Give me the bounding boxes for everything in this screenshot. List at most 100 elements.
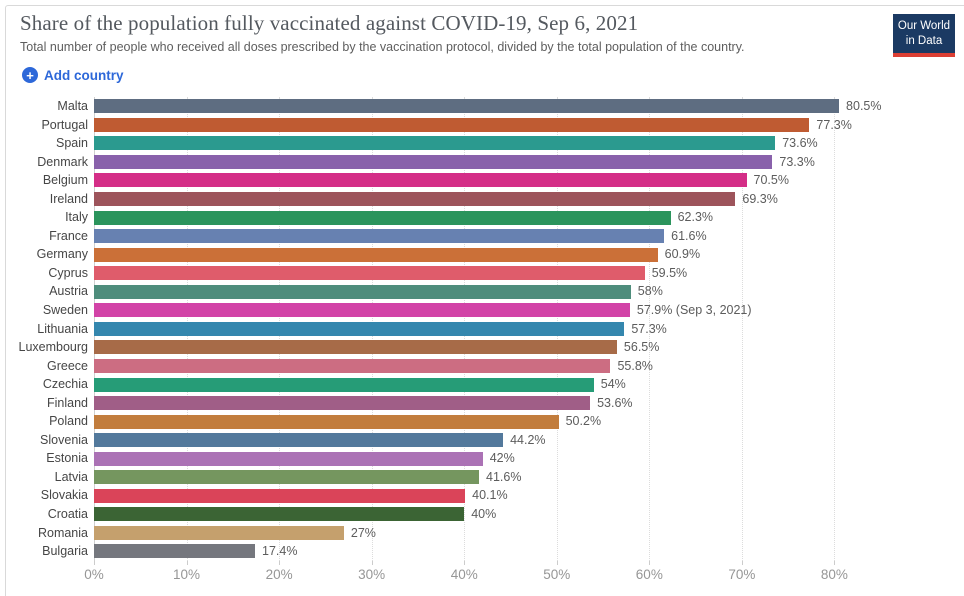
country-label[interactable]: Austria [49, 284, 88, 299]
gridline [834, 97, 836, 561]
bar-italy[interactable] [94, 210, 671, 225]
country-label[interactable]: Estonia [46, 451, 88, 466]
chart-row: Italy 62.3% [0, 208, 964, 227]
value-label: 42% [489, 451, 515, 466]
axis-tick-label: 60% [635, 567, 663, 582]
axis-tick-label: 80% [820, 567, 848, 582]
bar-estonia[interactable] [94, 451, 483, 466]
bar-denmark[interactable] [94, 154, 773, 169]
bar-slovenia[interactable] [94, 433, 504, 448]
axis-tick-label: 40% [450, 567, 478, 582]
add-country-label: Add country [44, 67, 124, 83]
chart-row: Slovenia 44.2% [0, 431, 964, 450]
chart-row: Portugal 77.3% [0, 116, 964, 135]
chart-row: Bulgaria 17.4% [0, 542, 964, 561]
country-label[interactable]: Malta [57, 99, 88, 113]
country-label[interactable]: Poland [49, 414, 88, 429]
country-label[interactable]: Romania [37, 525, 88, 540]
bar-sweden[interactable] [94, 303, 630, 318]
country-label[interactable]: Bulgaria [42, 544, 88, 559]
bar-cyprus[interactable] [94, 266, 645, 281]
value-label: 57.9% (Sep 3, 2021) [636, 303, 752, 318]
bar-finland[interactable] [94, 396, 591, 411]
axis-tick [649, 561, 651, 565]
bar-belgium[interactable] [94, 173, 747, 188]
bar-romania[interactable] [94, 525, 344, 540]
bar-luxembourg[interactable] [94, 340, 617, 355]
gridline [649, 97, 651, 561]
chart-row: Greece 55.8% [0, 357, 964, 376]
bar-malta[interactable] [94, 99, 840, 114]
country-label[interactable]: Portugal [41, 117, 88, 132]
chart-row: Latvia 41.6% [0, 468, 964, 487]
value-label: 53.6% [597, 395, 633, 410]
country-label[interactable]: Slovakia [40, 488, 88, 503]
owid-logo-line2: in Data [905, 34, 943, 47]
add-country-button[interactable]: + Add country [18, 65, 128, 85]
country-label[interactable]: Denmark [37, 154, 88, 169]
value-label: 73.6% [782, 136, 818, 151]
value-label: 54% [600, 377, 626, 392]
value-label: 60.9% [664, 247, 701, 262]
x-axis: 0% 10% 20% 30% 40% 50% 60% 70% 80% [0, 561, 964, 591]
chart-row: Luxembourg 56.5% [0, 338, 964, 357]
country-label[interactable]: Slovenia [40, 432, 88, 447]
bar-france[interactable] [94, 229, 665, 244]
value-label: 80.5% [846, 99, 882, 113]
value-label: 50.2% [565, 414, 602, 429]
bar-portugal[interactable] [94, 117, 810, 132]
chart-row: Slovakia 40.1% [0, 486, 964, 505]
value-label: 56.5% [623, 340, 660, 355]
chart-row: Spain 73.6% [0, 134, 964, 153]
country-label[interactable]: Cyprus [48, 265, 88, 280]
value-label: 77.3% [816, 117, 852, 132]
bar-latvia[interactable] [94, 470, 480, 485]
bar-poland[interactable] [94, 414, 559, 429]
bar-greece[interactable] [94, 358, 611, 373]
chart-row: Lithuania 57.3% [0, 320, 964, 339]
country-label[interactable]: Latvia [54, 469, 88, 484]
bar-germany[interactable] [94, 247, 658, 262]
bar-austria[interactable] [94, 284, 631, 299]
page-title: Share of the population fully vaccinated… [20, 11, 639, 35]
country-label[interactable]: Italy [65, 210, 88, 225]
bar-czechia[interactable] [94, 377, 594, 392]
country-label[interactable]: Luxembourg [18, 340, 89, 355]
value-label: 57.3% [631, 321, 667, 336]
bar-ireland[interactable] [94, 192, 736, 207]
value-label: 41.6% [486, 469, 522, 484]
value-label: 70.5% [753, 173, 789, 188]
country-label[interactable]: Finland [47, 395, 88, 410]
country-label[interactable]: Belgium [42, 173, 88, 188]
axis-tick-label: 10% [173, 567, 201, 582]
axis-tick [186, 561, 188, 565]
bar-bulgaria[interactable] [94, 544, 256, 559]
country-label[interactable]: Sweden [42, 303, 88, 318]
page-subtitle: Total number of people who received all … [20, 40, 745, 54]
add-plus-icon: + [22, 67, 38, 83]
axis-tick-label: 30% [358, 567, 386, 582]
bar-croatia[interactable] [94, 507, 465, 522]
country-label[interactable]: France [49, 228, 88, 243]
country-label[interactable]: Greece [47, 358, 88, 373]
value-label: 59.5% [651, 265, 688, 280]
chart-row: France 61.6% [0, 227, 964, 246]
value-label: 73.3% [779, 154, 815, 169]
bar-spain[interactable] [94, 136, 776, 151]
bar-lithuania[interactable] [94, 321, 625, 336]
country-label[interactable]: Czechia [42, 377, 88, 392]
country-label[interactable]: Spain [56, 136, 88, 151]
chart-row: Ireland 69.3% [0, 190, 964, 209]
gridline [741, 97, 743, 561]
owid-logo-line1: Our World [897, 20, 951, 32]
chart-row: Cyprus 59.5% [0, 264, 964, 283]
axis-tick-label: 70% [728, 567, 756, 582]
value-label: 69.3% [742, 191, 778, 206]
country-label[interactable]: Lithuania [37, 321, 88, 336]
country-label[interactable]: Ireland [49, 191, 88, 206]
country-label[interactable]: Croatia [47, 507, 88, 522]
country-label[interactable]: Germany [36, 247, 88, 262]
bar-slovakia[interactable] [94, 488, 466, 503]
chart-row: Poland 50.2% [0, 412, 964, 431]
